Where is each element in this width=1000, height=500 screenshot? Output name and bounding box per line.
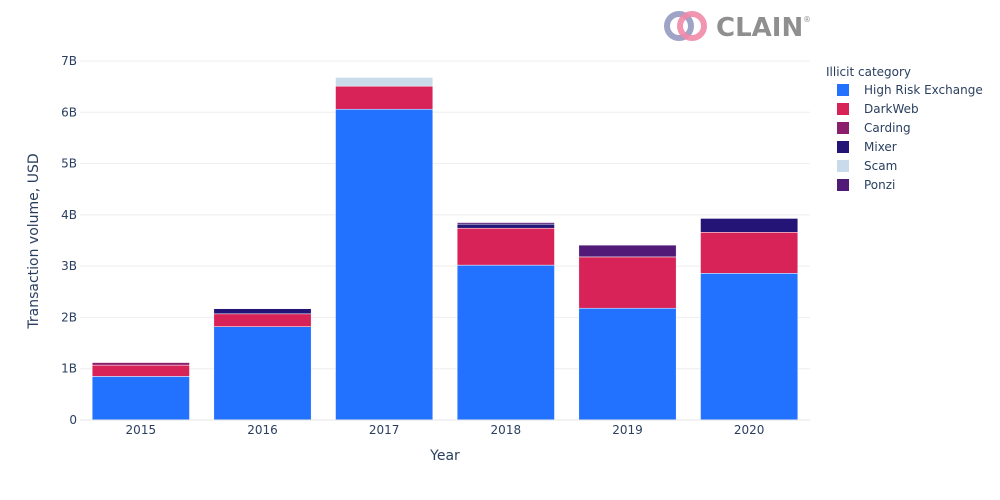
x-tick-label: 2019 xyxy=(612,423,643,437)
legend-swatch xyxy=(837,122,849,134)
bar-segment xyxy=(213,308,312,315)
bar-segment xyxy=(456,222,555,225)
clain-logo: CLAIN ® xyxy=(664,11,811,43)
legend-label: DarkWeb xyxy=(864,102,919,116)
bar-segment xyxy=(456,264,555,421)
x-tick-label: 2017 xyxy=(369,423,400,437)
bar-segment xyxy=(213,313,312,327)
bar-segment xyxy=(578,307,677,421)
legend-label: Ponzi xyxy=(864,178,895,192)
legend-label: Mixer xyxy=(864,140,897,154)
legend-swatch xyxy=(837,103,849,115)
bar-segment xyxy=(335,85,434,110)
legend-item[interactable]: Carding xyxy=(837,121,911,135)
y-tick-label: 4B xyxy=(61,208,77,222)
legend-item[interactable]: Scam xyxy=(837,159,897,173)
clain-logo-icon xyxy=(664,11,707,41)
y-axis-ticks: 0 1B 2B 3B 4B 5B 6B 7B xyxy=(61,54,77,427)
legend-title: Illicit category xyxy=(826,65,911,79)
x-tick-label: 2018 xyxy=(491,423,522,437)
y-tick-label: 3B xyxy=(61,259,77,273)
y-tick-label: 0 xyxy=(69,413,77,427)
bar-segment xyxy=(456,227,555,266)
y-axis-title: Transaction volume, USD xyxy=(26,153,42,329)
y-tick-label: 1B xyxy=(61,362,77,376)
legend-swatch xyxy=(837,160,849,172)
legend-label: High Risk Exchange xyxy=(864,83,983,97)
bars xyxy=(91,77,799,421)
legend-item[interactable]: High Risk Exchange xyxy=(837,83,983,97)
y-tick-label: 7B xyxy=(61,54,77,68)
bar-segment xyxy=(700,218,799,233)
legend-swatch xyxy=(837,141,849,153)
x-tick-label: 2020 xyxy=(734,423,765,437)
y-tick-label: 2B xyxy=(61,310,77,324)
legend-item[interactable]: DarkWeb xyxy=(837,102,919,116)
legend-label: Carding xyxy=(864,121,911,135)
bar-segment xyxy=(578,256,677,309)
bar-segment xyxy=(91,364,190,377)
bar-segment xyxy=(578,244,677,258)
legend-swatch xyxy=(837,179,849,191)
y-tick-label: 6B xyxy=(61,105,77,119)
x-axis-title: Year xyxy=(429,448,460,464)
bar-segment xyxy=(91,376,190,421)
logo-registered-mark: ® xyxy=(803,15,811,24)
legend: Illicit category High Risk Exchange DarkW… xyxy=(826,65,983,192)
bar-segment xyxy=(700,232,799,274)
bar-segment xyxy=(335,77,434,87)
bar-segment xyxy=(700,273,799,421)
legend-label: Scam xyxy=(864,159,897,173)
legend-item[interactable]: Mixer xyxy=(837,140,897,154)
logo-text: CLAIN xyxy=(716,13,803,43)
x-tick-label: 2015 xyxy=(126,423,157,437)
x-axis-ticks: 2015 2016 2017 2018 2019 2020 xyxy=(126,423,765,437)
bar-segment xyxy=(91,362,190,366)
bar-segment xyxy=(456,223,555,229)
legend-item[interactable]: Ponzi xyxy=(837,178,895,192)
gridlines xyxy=(80,60,810,370)
x-tick-label: 2016 xyxy=(247,423,278,437)
bar-segment xyxy=(335,108,434,421)
bar-segment xyxy=(213,326,312,421)
legend-swatch xyxy=(837,84,849,96)
y-tick-label: 5B xyxy=(61,157,77,171)
